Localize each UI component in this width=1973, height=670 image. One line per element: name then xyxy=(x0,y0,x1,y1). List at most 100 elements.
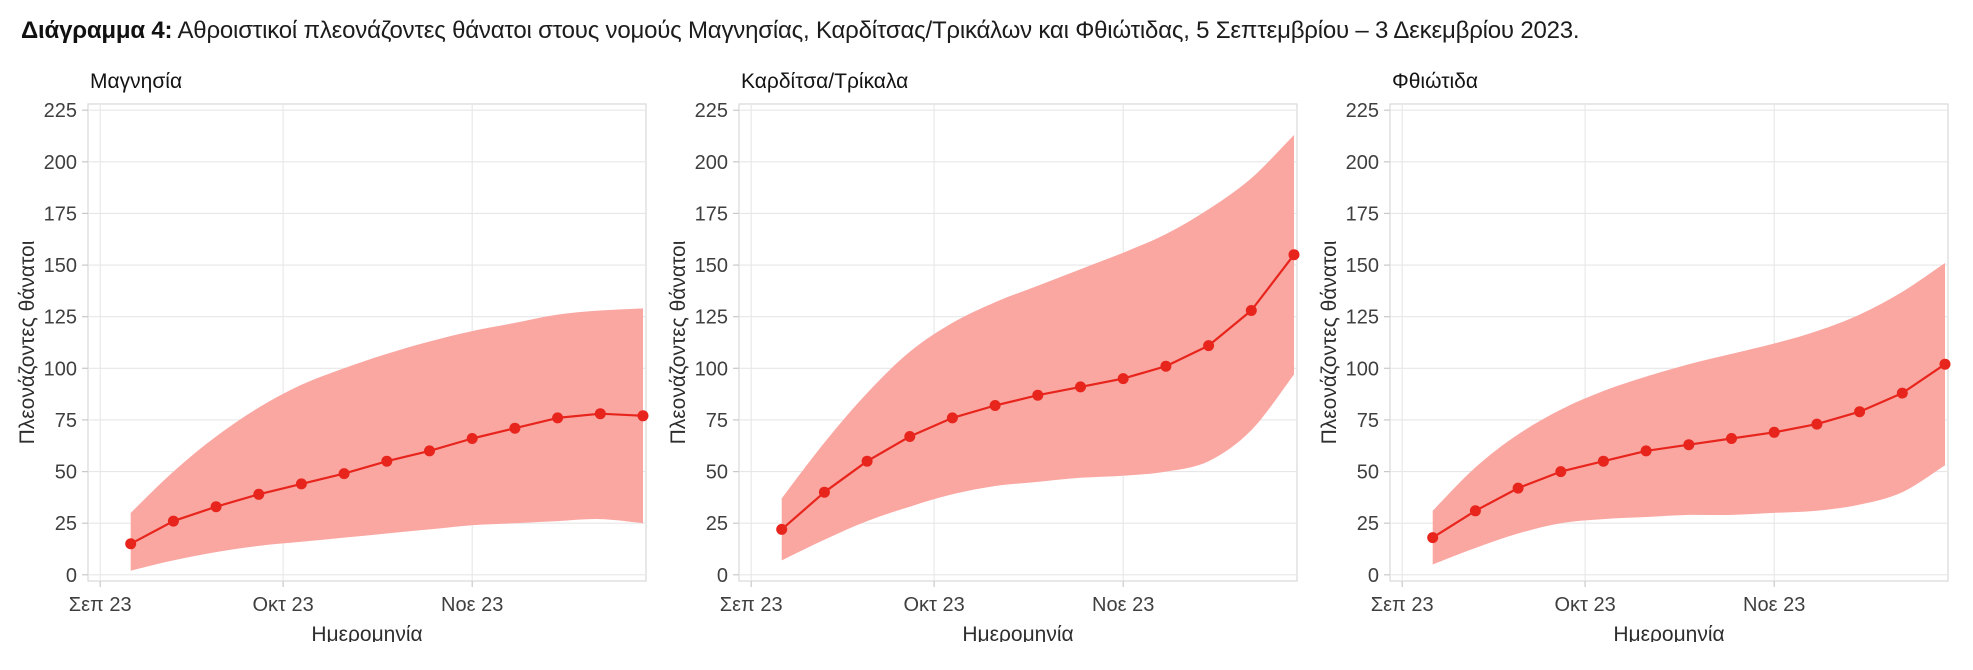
y-tick-label: 175 xyxy=(1346,203,1379,225)
data-point xyxy=(466,433,478,444)
data-point xyxy=(1245,305,1257,316)
x-tick-label: Σεπ 23 xyxy=(69,594,132,616)
data-point xyxy=(1160,360,1172,372)
y-axis-title: Πλεονάζοντες θάνατοι xyxy=(1318,240,1341,444)
data-point xyxy=(861,455,873,467)
data-point xyxy=(1854,406,1866,418)
y-tick-label: 0 xyxy=(1368,565,1379,587)
y-tick-label: 225 xyxy=(1346,100,1379,122)
data-point xyxy=(1726,433,1737,444)
data-point xyxy=(1075,381,1086,393)
y-tick-label: 100 xyxy=(695,358,728,380)
data-point xyxy=(637,410,649,422)
data-point xyxy=(381,455,393,467)
x-tick-label: Νοε 23 xyxy=(1743,594,1805,616)
y-tick-label: 50 xyxy=(1357,462,1379,484)
data-point xyxy=(125,538,137,550)
x-axis-title: Ημερομηνία xyxy=(311,623,422,642)
x-tick-label: Οκτ 23 xyxy=(252,594,313,616)
figure-caption: Διάγραμμα 4: Αθροιστικοί πλεονάζοντες θά… xyxy=(0,0,1973,46)
y-tick-label: 200 xyxy=(1346,152,1379,174)
y-tick-label: 150 xyxy=(44,255,77,277)
data-point xyxy=(1640,445,1652,457)
y-tick-label: 175 xyxy=(44,203,77,225)
charts-row: 0 25 50 75 100 125 150 175 200 225 Σεπ 23 Οκτ 23 Νοε… xyxy=(0,46,1973,647)
chart-panel xyxy=(87,103,647,582)
data-point xyxy=(552,412,564,424)
y-tick-label: 25 xyxy=(706,513,728,535)
data-point xyxy=(1896,387,1908,399)
y-tick-label: 150 xyxy=(695,255,728,277)
x-tick-label: Σεπ 23 xyxy=(720,594,783,616)
y-tick-label: 175 xyxy=(695,203,728,225)
y-tick-label: 100 xyxy=(44,358,77,380)
chart-1: 0 25 50 75 100 125 150 175 200 225 Σεπ 23 Οκτ 23 Νοε… xyxy=(12,50,657,647)
data-point xyxy=(1555,466,1567,478)
y-tick-label: 25 xyxy=(1357,513,1379,535)
y-tick-label: 125 xyxy=(1346,307,1379,329)
chart-2: 0 25 50 75 100 125 150 175 200 225 Σεπ 23 Οκτ 23 Νοε… xyxy=(663,50,1308,647)
x-tick-label: Οκτ 23 xyxy=(903,594,964,616)
data-point xyxy=(1427,532,1439,544)
y-tick-label: 125 xyxy=(695,307,728,329)
y-axis-title: Πλεονάζοντες θάνατοι xyxy=(667,240,690,444)
data-point xyxy=(989,400,1001,411)
y-tick-label: 0 xyxy=(717,565,728,587)
confidence-band xyxy=(1432,263,1945,565)
data-point xyxy=(818,486,830,498)
data-point xyxy=(1512,482,1524,494)
y-tick-label: 100 xyxy=(1346,358,1379,380)
chart-svg-3: 0 25 50 75 100 125 150 175 200 225 Σεπ 23 Οκτ 23 Νοε… xyxy=(1318,70,1951,646)
data-point xyxy=(1469,505,1481,517)
data-point xyxy=(1117,373,1129,385)
y-tick-label: 75 xyxy=(55,410,77,432)
x-tick-label: Οκτ 23 xyxy=(1554,594,1615,616)
data-point xyxy=(210,501,222,513)
data-point xyxy=(946,412,958,424)
chart-title: Μαγνησία xyxy=(90,70,182,93)
data-point xyxy=(1597,455,1609,467)
chart-svg-2: 0 25 50 75 100 125 150 175 200 225 Σεπ 23 Οκτ 23 Νοε… xyxy=(667,70,1300,646)
x-axis-title: Ημερομηνία xyxy=(962,623,1073,642)
data-point xyxy=(594,408,606,420)
data-point xyxy=(295,478,307,490)
confidence-band xyxy=(781,135,1294,561)
y-tick-label: 200 xyxy=(44,152,77,174)
data-point xyxy=(167,515,179,527)
y-axis-title: Πλεονάζοντες θάνατοι xyxy=(16,240,39,444)
chart-title: Καρδίτσα/Τρίκαλα xyxy=(741,70,908,93)
chart-3: 0 25 50 75 100 125 150 175 200 225 Σεπ 23 Οκτ 23 Νοε… xyxy=(1314,50,1959,647)
y-tick-label: 75 xyxy=(1357,410,1379,432)
y-tick-label: 150 xyxy=(1346,255,1379,277)
data-point xyxy=(509,422,521,434)
y-tick-label: 75 xyxy=(706,410,728,432)
x-tick-label: Νοε 23 xyxy=(441,594,503,616)
chart-panel xyxy=(738,103,1298,582)
x-tick-label: Νοε 23 xyxy=(1092,594,1154,616)
y-tick-label: 0 xyxy=(66,565,77,587)
y-tick-label: 25 xyxy=(55,513,77,535)
y-tick-label: 225 xyxy=(695,100,728,122)
data-point xyxy=(1939,358,1951,370)
data-point xyxy=(1288,249,1300,261)
y-tick-label: 125 xyxy=(44,307,77,329)
chart-panel xyxy=(1389,103,1949,582)
y-tick-label: 50 xyxy=(706,462,728,484)
data-point xyxy=(424,445,435,457)
x-axis-title: Ημερομηνία xyxy=(1613,623,1724,642)
data-point xyxy=(1768,426,1780,438)
y-tick-label: 200 xyxy=(695,152,728,174)
data-point xyxy=(253,488,265,500)
data-point xyxy=(338,468,350,480)
data-point xyxy=(1811,418,1823,430)
chart-title: Φθιώτιδα xyxy=(1392,70,1478,93)
figure-caption-text: Αθροιστικοί πλεονάζοντες θάνατοι στους ν… xyxy=(172,17,1580,44)
confidence-band xyxy=(130,308,643,571)
chart-svg-1: 0 25 50 75 100 125 150 175 200 225 Σεπ 23 Οκτ 23 Νοε… xyxy=(16,70,649,646)
y-tick-label: 225 xyxy=(44,100,77,122)
x-tick-label: Σεπ 23 xyxy=(1371,594,1434,616)
data-point xyxy=(776,523,788,535)
data-point xyxy=(1683,439,1695,451)
data-point xyxy=(1203,340,1215,352)
